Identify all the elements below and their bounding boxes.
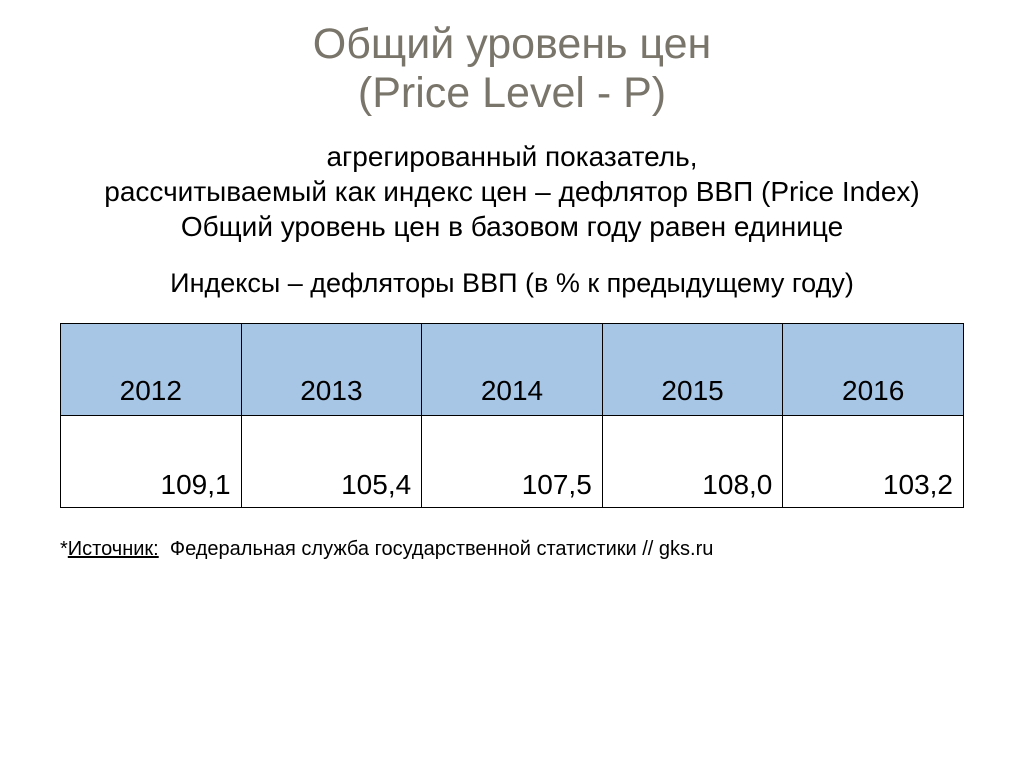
table-row: 109,1 105,4 107,5 108,0 103,2 [61,415,964,507]
cell-2012: 109,1 [61,415,242,507]
slide-container: Общий уровень цен (Price Level - P) агре… [0,0,1024,767]
col-2013: 2013 [241,323,422,415]
cell-2014: 107,5 [422,415,603,507]
table-subhead: Индексы – дефляторы ВВП (в % к предыдуще… [60,268,964,299]
col-2012: 2012 [61,323,242,415]
body-line-2: рассчитываемый как индекс цен – дефлятор… [104,176,919,207]
title-line-2: (Price Level - P) [60,69,964,118]
cell-2016: 103,2 [783,415,964,507]
footnote-label: Источник: [68,538,159,560]
table-header-row: 2012 2013 2014 2015 2016 [61,323,964,415]
footnote-text: Федеральная служба государственной стати… [170,538,714,560]
body-line-3: Общий уровень цен в базовом году равен е… [181,211,843,242]
title-block: Общий уровень цен (Price Level - P) [60,20,964,119]
col-2015: 2015 [602,323,783,415]
col-2016: 2016 [783,323,964,415]
body-line-1: агрегированный показатель, [326,141,697,172]
footnote: *Источник: Федеральная служба государств… [60,538,964,561]
col-2014: 2014 [422,323,603,415]
footnote-star: * [60,538,68,560]
body-text: агрегированный показатель, рассчитываемы… [60,139,964,244]
cell-2013: 105,4 [241,415,422,507]
title-line-1: Общий уровень цен [60,20,964,69]
deflator-table: 2012 2013 2014 2015 2016 109,1 105,4 107… [60,323,964,508]
cell-2015: 108,0 [602,415,783,507]
